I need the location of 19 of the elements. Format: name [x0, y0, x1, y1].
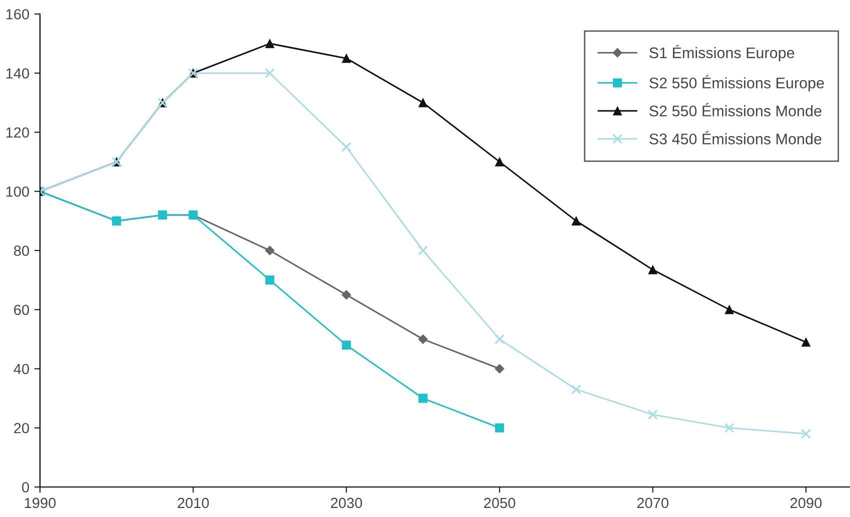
y-tick-label: 40	[14, 364, 30, 374]
y-tick-label: 120	[6, 127, 30, 138]
legend-label: S1 Émissions Europe	[649, 44, 794, 62]
x-tick-label: 1990	[24, 498, 56, 508]
x-tick-label: 2070	[637, 498, 668, 508]
y-tick-label: 160	[6, 9, 30, 20]
y-tick-label: 140	[6, 68, 30, 79]
x-tick-label: 2010	[178, 498, 209, 508]
x-tick-label: 2050	[484, 498, 516, 508]
x-tick-label: 2030	[330, 498, 362, 508]
y-tick-label: 100	[6, 186, 30, 197]
legend-label: S3 450 Émissions Monde	[649, 131, 822, 144]
y-tick-label: 80	[14, 246, 30, 256]
legend-label: S2 550 Émissions Monde	[649, 103, 822, 116]
y-tick-label: 60	[14, 304, 30, 316]
x-tick-label: 2090	[790, 498, 822, 508]
y-tick-label: 0	[22, 482, 30, 492]
y-tick-label: 20	[14, 422, 30, 434]
legend-label: S2 550 Émissions Europe	[649, 75, 824, 92]
